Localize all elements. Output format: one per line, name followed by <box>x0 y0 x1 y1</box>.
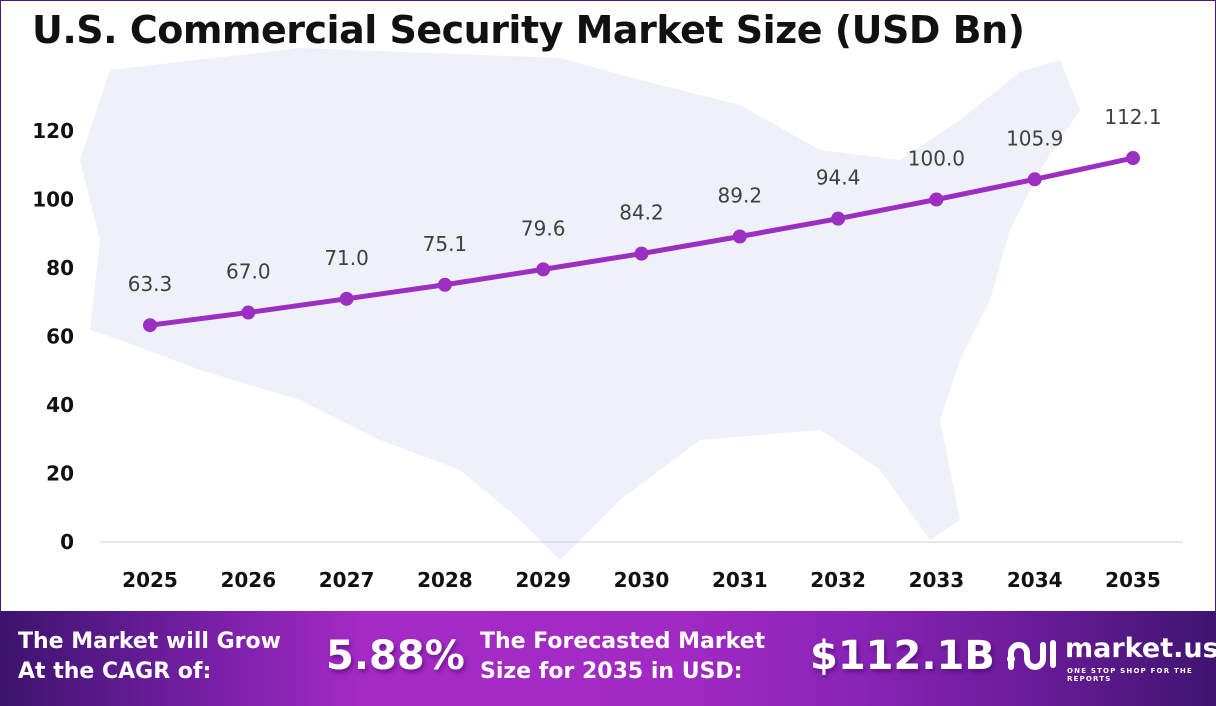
data-label: 84.2 <box>619 201 664 225</box>
data-label: 63.3 <box>128 272 173 296</box>
data-label: 105.9 <box>1006 126 1063 150</box>
cagr-label: The Market will Grow At the CAGR of: <box>18 627 281 687</box>
forecast-value: $112.1B <box>810 633 995 679</box>
logo-name: market.us <box>1065 633 1216 664</box>
data-point <box>831 211 846 226</box>
x-tick-label: 2025 <box>122 568 178 592</box>
forecast-label-line2: Size for 2035 in USD: <box>480 659 743 684</box>
data-label: 89.2 <box>718 183 763 207</box>
x-tick-label: 2031 <box>712 568 768 592</box>
forecast-label: The Forecasted Market Size for 2035 in U… <box>480 627 765 687</box>
cagr-label-line1: The Market will Grow <box>18 629 281 654</box>
y-tick-label: 40 <box>46 393 74 417</box>
data-point <box>437 277 452 292</box>
data-point <box>339 291 354 306</box>
data-point <box>634 246 649 261</box>
market-us-logo-icon <box>1007 640 1056 670</box>
y-tick-label: 100 <box>32 188 74 212</box>
x-tick-label: 2027 <box>319 568 375 592</box>
data-point <box>1027 172 1042 187</box>
data-label: 112.1 <box>1104 105 1161 129</box>
data-point <box>536 262 551 277</box>
us-map-watermark <box>80 48 1080 560</box>
x-tick-label: 2029 <box>515 568 571 592</box>
data-point <box>1126 151 1140 166</box>
data-point <box>929 192 944 207</box>
data-label: 79.6 <box>521 216 566 240</box>
x-tick-label: 2034 <box>1007 568 1063 592</box>
y-tick-label: 20 <box>46 462 74 486</box>
line-chart: 0 20 40 60 80 100 120 2025 2026 2027 2028 2029 2030 2… <box>32 48 1183 592</box>
data-point <box>143 318 157 333</box>
x-tick-label: 2028 <box>417 568 473 592</box>
data-point <box>732 229 747 244</box>
x-tick-label: 2030 <box>614 568 670 592</box>
x-tick-label: 2032 <box>810 568 866 592</box>
x-tick-label: 2033 <box>909 568 965 592</box>
y-tick-label: 120 <box>32 119 74 143</box>
footer-banner: The Market will Grow At the CAGR of: 5.8… <box>0 611 1216 706</box>
y-tick-label: 80 <box>46 256 74 280</box>
cagr-label-line2: At the CAGR of: <box>18 659 212 684</box>
chart-title: U.S. Commercial Security Market Size (US… <box>32 8 1025 52</box>
data-label: 67.0 <box>226 260 271 284</box>
cagr-value: 5.88% <box>326 633 465 679</box>
forecast-label-line1: The Forecasted Market <box>480 629 766 654</box>
x-tick-label: 2026 <box>220 568 276 592</box>
data-label: 94.4 <box>816 166 861 190</box>
data-label: 100.0 <box>908 147 965 171</box>
y-tick-label: 0 <box>60 530 74 554</box>
data-point <box>241 305 256 320</box>
data-label: 75.1 <box>423 232 468 256</box>
y-tick-label: 60 <box>46 325 74 349</box>
logo-tagline: ONE STOP SHOP FOR THE REPORTS <box>1067 667 1193 683</box>
data-label: 71.0 <box>324 246 369 270</box>
x-tick-label: 2035 <box>1105 568 1161 592</box>
